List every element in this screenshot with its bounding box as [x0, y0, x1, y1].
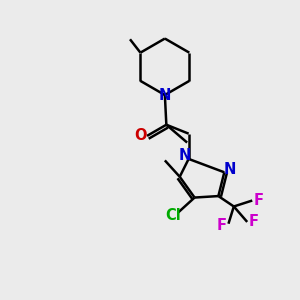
- Text: N: N: [224, 162, 236, 177]
- Text: N: N: [179, 148, 191, 163]
- Text: F: F: [217, 218, 227, 233]
- Text: F: F: [254, 193, 264, 208]
- Text: O: O: [134, 128, 147, 143]
- Text: Cl: Cl: [165, 208, 181, 224]
- Text: F: F: [249, 214, 259, 230]
- Text: N: N: [159, 88, 171, 103]
